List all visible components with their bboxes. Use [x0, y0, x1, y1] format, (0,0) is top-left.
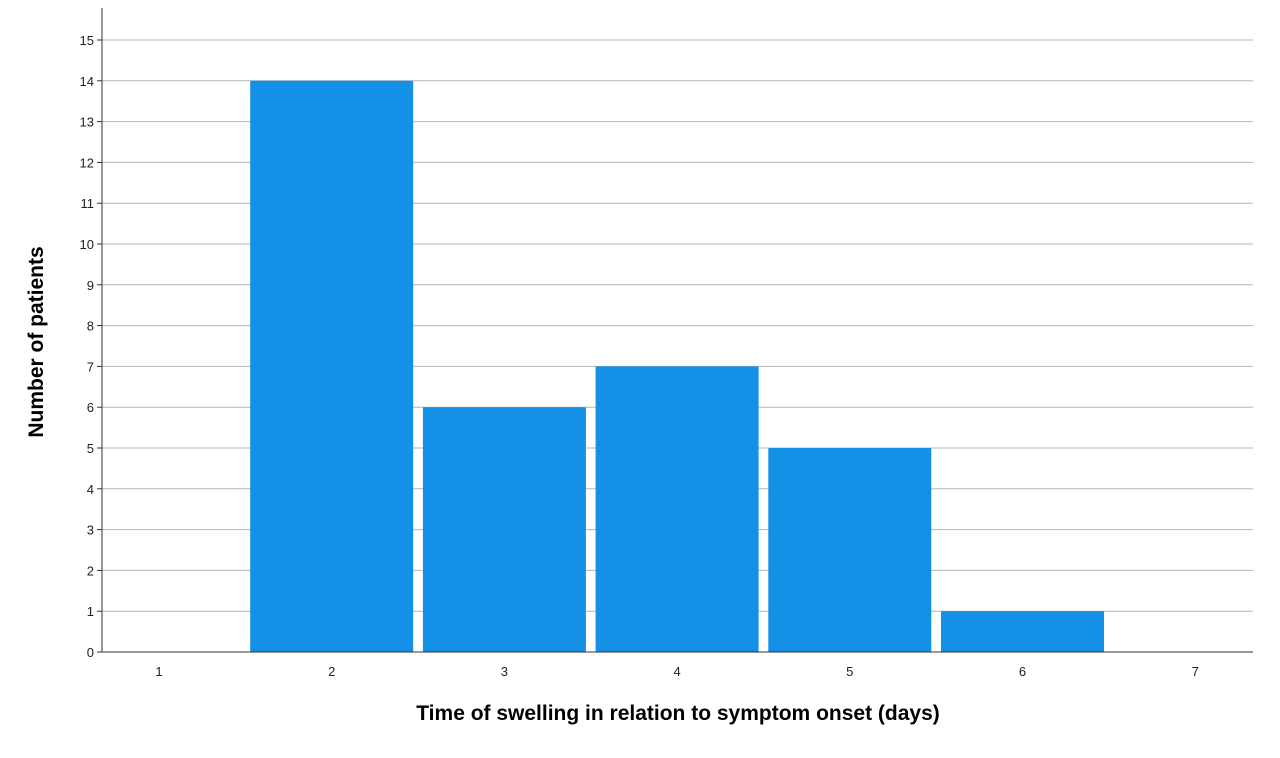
x-tick-label: 4	[673, 664, 680, 679]
y-tick-label: 5	[87, 441, 94, 456]
y-tick-label: 8	[87, 319, 94, 334]
y-tick-label: 13	[80, 115, 94, 130]
x-tick-label: 7	[1192, 664, 1199, 679]
x-tick-label: 6	[1019, 664, 1026, 679]
x-tick-labels: 1 2 3 4 5 6 7	[155, 664, 1198, 679]
bar-6	[941, 611, 1104, 652]
y-tick-label: 10	[80, 237, 94, 252]
y-tick-label: 7	[87, 359, 94, 374]
y-tick-label: 1	[87, 604, 94, 619]
y-tick-label: 14	[80, 74, 94, 89]
bar-4	[595, 366, 759, 652]
bar-5	[768, 448, 932, 652]
bar-3	[422, 407, 586, 652]
y-tick-label: 0	[87, 645, 94, 660]
y-axis-title: Number of patients	[25, 246, 48, 437]
y-tick-label: 2	[87, 563, 94, 578]
y-tick-label: 11	[81, 196, 95, 211]
y-tick-label: 6	[87, 400, 94, 415]
bar-2	[250, 80, 414, 653]
x-axis-title: Time of swelling in relation to symptom …	[416, 702, 940, 725]
y-tick-label: 15	[80, 33, 94, 48]
axes	[101, 8, 1253, 653]
y-tick-label: 3	[87, 523, 94, 538]
x-tick-label: 2	[328, 664, 335, 679]
y-tick-label: 12	[80, 155, 94, 170]
y-tick-label: 9	[87, 278, 94, 293]
bars	[250, 80, 1104, 653]
x-tick-label: 1	[155, 664, 162, 679]
x-tick-label: 3	[501, 664, 508, 679]
y-tick-label: 4	[87, 482, 94, 497]
x-tick-label: 5	[846, 664, 853, 679]
